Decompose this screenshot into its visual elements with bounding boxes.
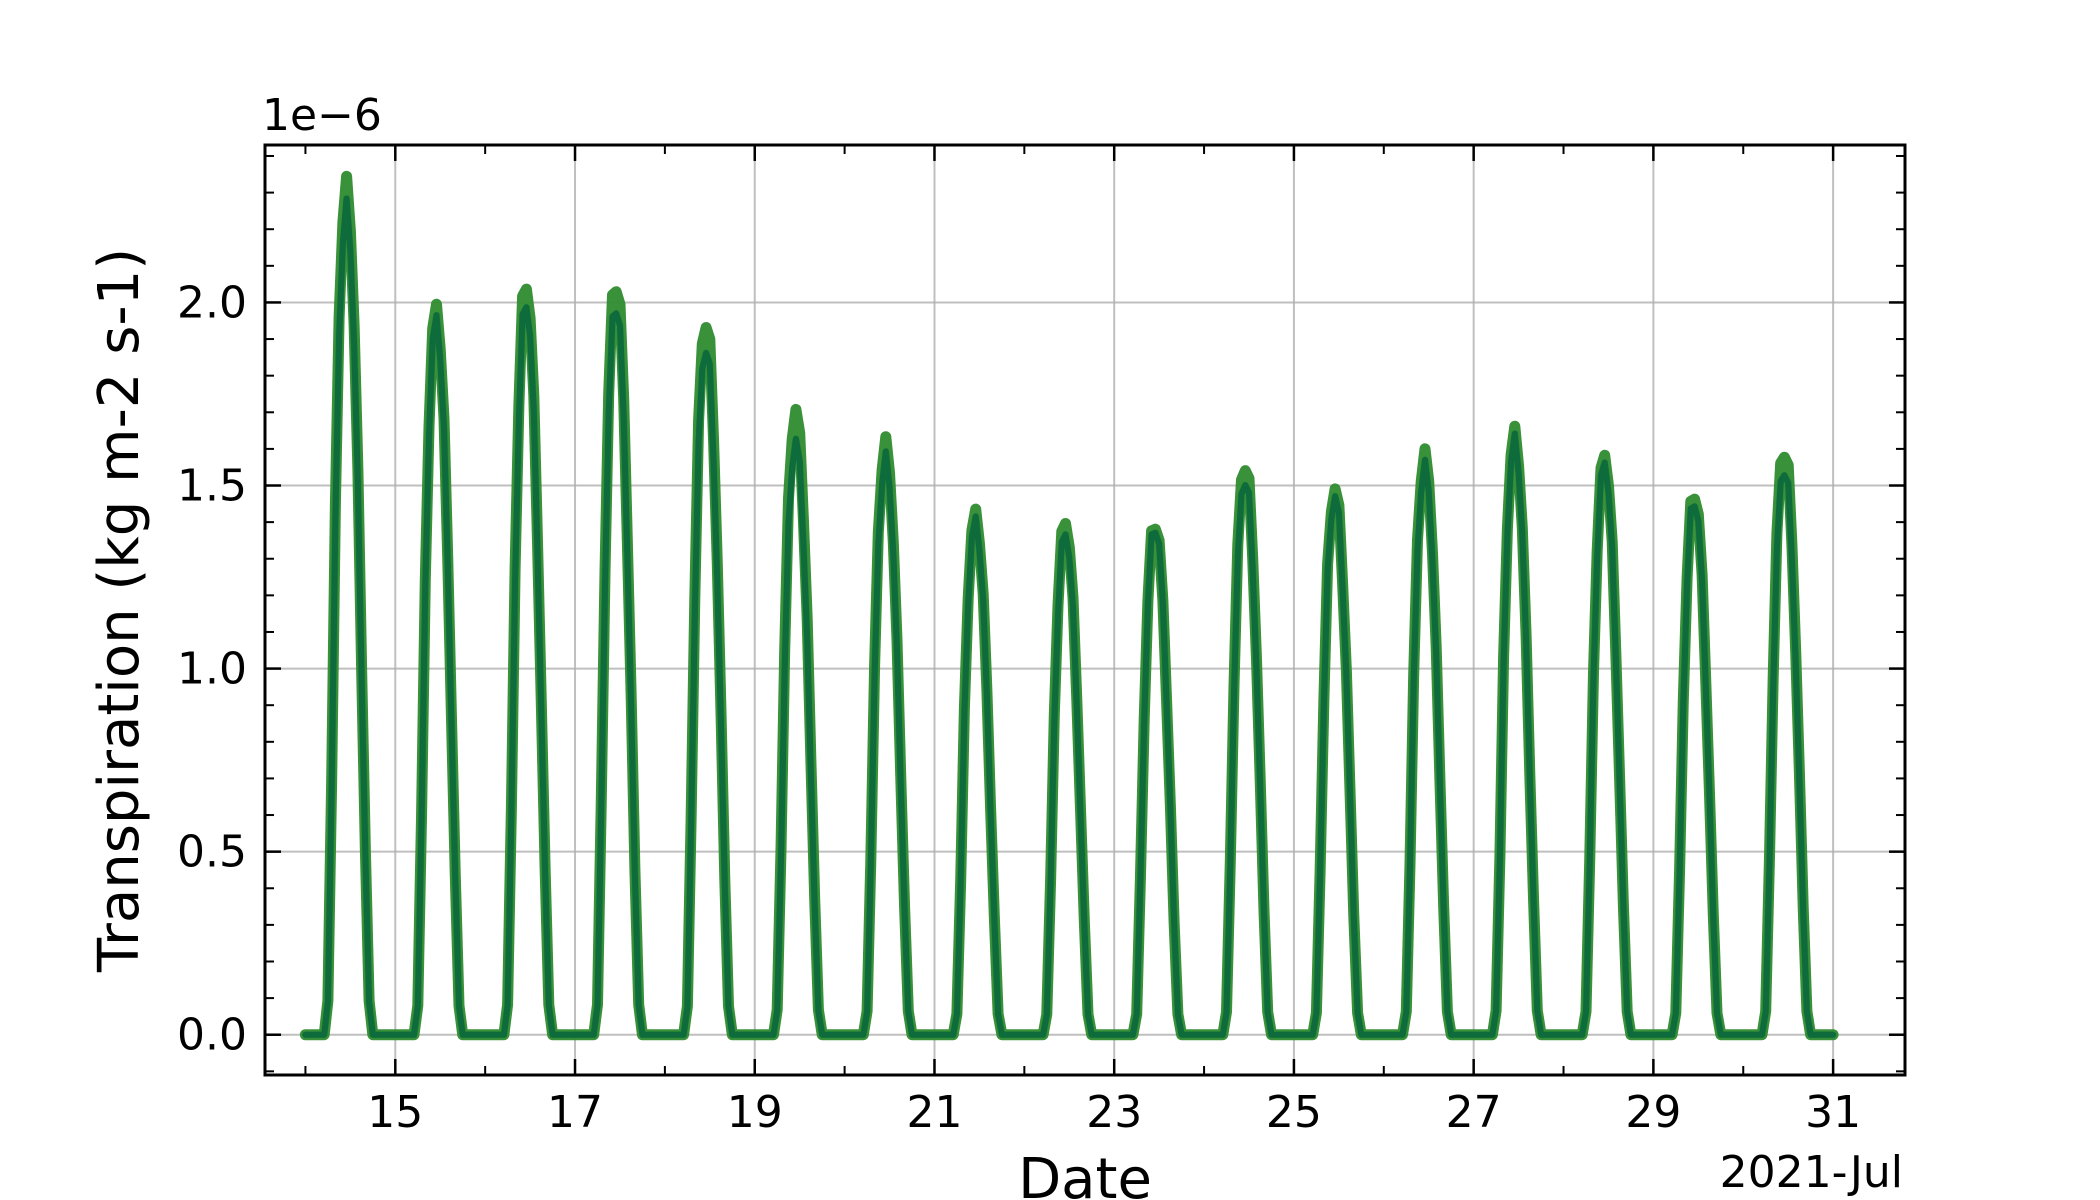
x-tick-label: 23 — [1086, 1087, 1142, 1138]
y-tick-label: 1.0 — [177, 644, 247, 695]
series-lines — [299, 170, 1839, 1041]
series-line-green-1 — [299, 170, 1839, 1041]
x-tick-label: 29 — [1625, 1087, 1681, 1138]
x-tick-label: 25 — [1266, 1087, 1322, 1138]
x-tick-label: 31 — [1805, 1087, 1861, 1138]
x-tick-label: 15 — [367, 1087, 423, 1138]
y-tick-label: 1.5 — [177, 461, 247, 512]
y-offset-label: 1e−6 — [262, 90, 382, 141]
y-tick-label: 0.0 — [177, 1010, 247, 1061]
x-tick-label: 19 — [727, 1087, 783, 1138]
x-tick-label: 21 — [906, 1087, 962, 1138]
x-axis-title: Date — [1018, 1147, 1152, 1200]
axis-ticks — [265, 145, 1905, 1075]
x-tick-label: 17 — [547, 1087, 603, 1138]
series-line-blue-2 — [302, 195, 1837, 1038]
tick-labels: 15 17 19 21 23 25 27 29 31 0.0 0.5 1.0 1.5 2.0 — [177, 277, 1861, 1138]
x-offset-label: 2021-Jul — [1720, 1147, 1903, 1198]
y-tick-label: 0.5 — [177, 827, 247, 878]
y-axis-title: Transpiration (kg m-2 s-1) — [87, 248, 152, 973]
x-tick-label: 27 — [1446, 1087, 1502, 1138]
plot-frame — [263, 143, 1907, 1077]
y-tick-label: 2.0 — [177, 277, 247, 328]
